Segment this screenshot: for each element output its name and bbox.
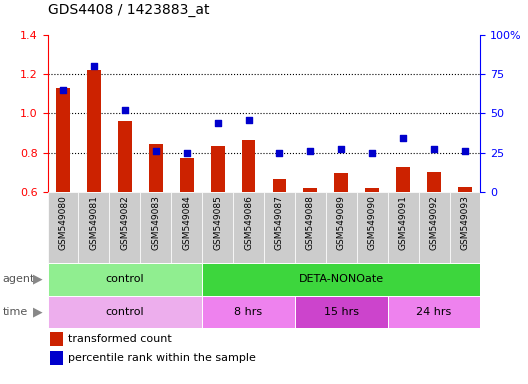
Text: GSM549088: GSM549088 [306, 195, 315, 250]
Bar [50, 332, 63, 346]
Bar [334, 173, 348, 192]
Point [399, 136, 408, 142]
Bar [56, 88, 70, 192]
Bar [233, 192, 264, 263]
Bar [48, 296, 202, 328]
Bar [264, 192, 295, 263]
Bar [171, 192, 202, 263]
Bar [79, 192, 109, 263]
Point [430, 146, 438, 152]
Point [244, 116, 253, 122]
Bar [211, 146, 224, 192]
Text: time: time [3, 307, 28, 317]
Text: GSM549089: GSM549089 [337, 195, 346, 250]
Bar [427, 172, 441, 192]
Point [368, 150, 376, 156]
Bar [180, 157, 194, 192]
Text: GSM549085: GSM549085 [213, 195, 222, 250]
Bar [140, 192, 171, 263]
Bar [202, 263, 480, 296]
Point [275, 150, 284, 156]
Bar [295, 296, 388, 328]
Bar [326, 192, 357, 263]
Text: GSM549081: GSM549081 [89, 195, 98, 250]
Text: 15 hrs: 15 hrs [324, 307, 359, 317]
Text: ▶: ▶ [33, 306, 42, 318]
Bar [149, 144, 163, 192]
Point [461, 148, 469, 154]
Text: GSM549091: GSM549091 [399, 195, 408, 250]
Text: GSM549090: GSM549090 [367, 195, 377, 250]
Text: transformed count: transformed count [68, 334, 172, 344]
Bar [365, 188, 379, 192]
Text: GSM549084: GSM549084 [182, 195, 191, 250]
Text: GSM549093: GSM549093 [460, 195, 469, 250]
Text: 8 hrs: 8 hrs [234, 307, 262, 317]
Text: GSM549083: GSM549083 [151, 195, 161, 250]
Point [120, 107, 129, 113]
Bar [458, 187, 472, 192]
Text: GSM549092: GSM549092 [430, 195, 439, 250]
Text: GDS4408 / 1423883_at: GDS4408 / 1423883_at [48, 3, 209, 17]
Bar [419, 192, 449, 263]
Point [59, 87, 67, 93]
Text: GSM549087: GSM549087 [275, 195, 284, 250]
Bar [202, 192, 233, 263]
Text: 24 hrs: 24 hrs [417, 307, 452, 317]
Text: percentile rank within the sample: percentile rank within the sample [68, 353, 256, 363]
Bar [396, 167, 410, 192]
Text: control: control [106, 307, 144, 317]
Bar [357, 192, 388, 263]
Bar [87, 70, 101, 192]
Point [337, 146, 345, 152]
Bar [272, 179, 286, 192]
Bar [48, 192, 79, 263]
Text: agent: agent [3, 274, 35, 285]
Bar [295, 192, 326, 263]
Bar [118, 121, 132, 192]
Bar [109, 192, 140, 263]
Text: GSM549080: GSM549080 [59, 195, 68, 250]
Point [152, 148, 160, 154]
Point [213, 120, 222, 126]
Bar [50, 351, 63, 365]
Bar [48, 263, 202, 296]
Text: DETA-NONOate: DETA-NONOate [299, 274, 384, 285]
Text: control: control [106, 274, 144, 285]
Bar [242, 140, 256, 192]
Text: GSM549086: GSM549086 [244, 195, 253, 250]
Point [183, 150, 191, 156]
Bar [202, 296, 295, 328]
Point [90, 63, 98, 69]
Bar [388, 296, 480, 328]
Bar [304, 188, 317, 192]
Text: GSM549082: GSM549082 [120, 195, 129, 250]
Text: ▶: ▶ [33, 273, 42, 286]
Bar [449, 192, 480, 263]
Point [306, 148, 315, 154]
Bar [388, 192, 419, 263]
